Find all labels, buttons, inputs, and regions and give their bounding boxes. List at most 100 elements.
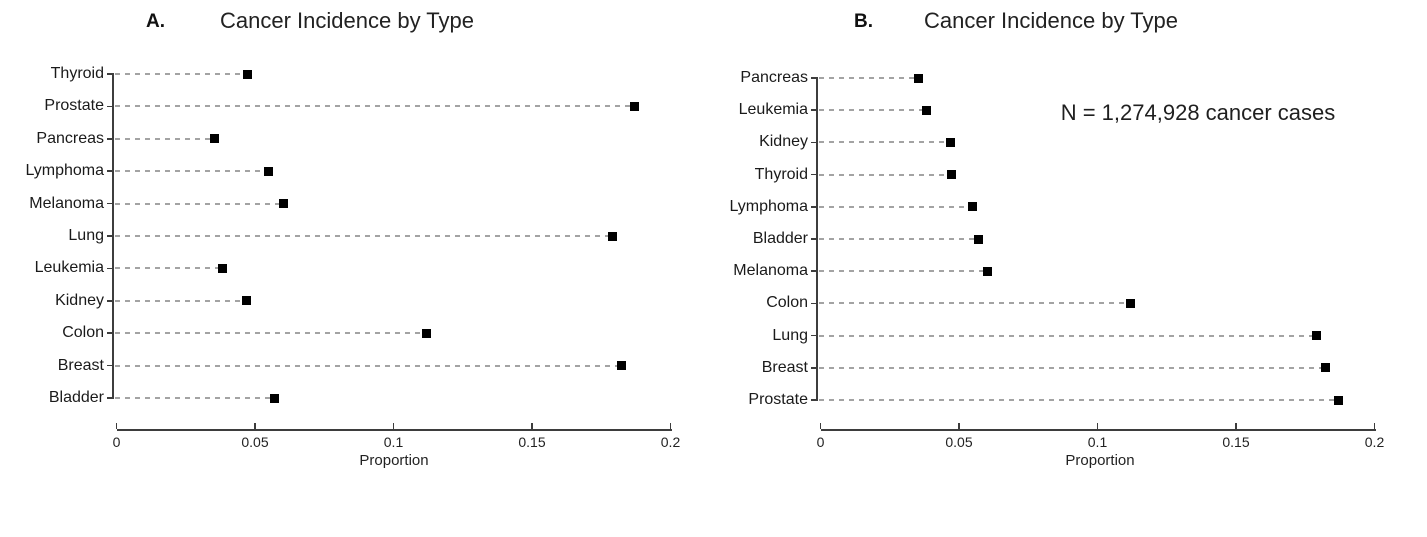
guide-dashed-line — [819, 366, 1324, 369]
x-axis-tick — [1235, 423, 1237, 429]
y-axis-tick — [811, 238, 817, 240]
category-label: Colon — [766, 294, 808, 312]
category-label: Prostate — [44, 97, 104, 115]
data-point-square — [278, 199, 288, 209]
y-axis-tick — [107, 267, 113, 270]
data-point-square — [946, 170, 956, 180]
x-axis-tick-label: 0.15 — [1222, 434, 1250, 450]
guide-dashed-line — [115, 105, 633, 108]
guide-dashed-line — [115, 332, 425, 335]
guide-dashed-line — [115, 235, 611, 237]
guide-dashed-line — [115, 299, 245, 302]
x-axis-tick — [531, 423, 533, 429]
category-label: Prostate — [748, 391, 808, 408]
category-label: Breast — [57, 356, 104, 374]
guide-dashed-line — [819, 270, 986, 273]
guide-dashed-line — [819, 109, 925, 112]
x-axis-tick-label: 0.05 — [945, 434, 973, 450]
category-label: Thyroid — [754, 165, 808, 183]
guide-dashed-line — [819, 302, 1129, 305]
y-axis-tick — [811, 109, 817, 111]
guide-dashed-line — [819, 173, 950, 176]
data-point-square — [242, 69, 252, 79]
guide-dashed-line — [115, 364, 620, 367]
y-axis-tick — [107, 364, 113, 367]
data-point-square — [1334, 395, 1344, 405]
panel-b-letter: B. — [854, 11, 873, 32]
category-label: Lung — [68, 227, 104, 244]
panel-a-x-axis-label: Proportion — [359, 452, 429, 469]
y-axis-tick — [107, 397, 113, 399]
x-axis-tick-label: 0.2 — [660, 434, 681, 450]
data-point-square — [607, 231, 617, 241]
guide-dashed-line — [819, 141, 949, 144]
data-point-square — [422, 328, 432, 338]
x-axis-tick-label: 0 — [112, 434, 121, 450]
x-axis-tick — [1096, 423, 1099, 429]
panel-b-title: Cancer Incidence by Type — [924, 8, 1178, 33]
y-axis-tick — [107, 202, 113, 205]
y-axis-tick — [107, 300, 113, 302]
category-label: Lymphoma — [25, 162, 104, 180]
x-axis-tick-label: 0 — [816, 434, 825, 450]
panel-a-letter: A. — [146, 11, 165, 32]
y-axis-tick — [107, 138, 113, 140]
x-axis-tick-label: 0.2 — [1364, 434, 1385, 450]
category-label: Lymphoma — [729, 197, 808, 215]
category-label: Thyroid — [50, 65, 104, 82]
x-axis-tick-label: 0.15 — [518, 434, 546, 450]
guide-dashed-line — [115, 202, 282, 205]
y-axis-tick — [107, 73, 113, 75]
category-label: Bladder — [752, 230, 808, 247]
panel-b: B. Cancer Incidence by Type Pancreas Leuk… — [704, 0, 1417, 537]
guide-dashed-line — [115, 267, 221, 270]
category-label: Pancreas — [36, 129, 104, 147]
data-point-square — [263, 166, 273, 176]
data-point-square — [210, 134, 220, 144]
data-point-square — [946, 137, 956, 147]
y-axis-tick — [811, 77, 817, 79]
guide-dashed-line — [819, 238, 977, 240]
y-axis-tick — [107, 235, 113, 237]
y-axis-tick — [107, 105, 113, 108]
y-axis-tick — [811, 399, 817, 401]
category-label: Breast — [761, 358, 808, 376]
y-axis-tick — [107, 332, 113, 334]
y-axis-line — [112, 73, 114, 399]
category-label: Pancreas — [740, 69, 808, 86]
panel-a: A. Cancer Incidence by Type Thyroid Prost… — [0, 0, 713, 537]
y-axis-tick — [811, 173, 817, 176]
data-point-square — [973, 234, 983, 244]
panel-a-title: Cancer Incidence by Type — [220, 8, 474, 33]
guide-dashed-line — [819, 334, 1315, 337]
data-point-square — [269, 393, 279, 403]
x-axis-line — [820, 429, 1376, 431]
y-axis-tick — [811, 141, 817, 144]
guide-dashed-line — [115, 170, 267, 173]
x-axis-tick — [669, 423, 672, 429]
data-point-square — [967, 202, 977, 212]
data-point-square — [630, 101, 640, 111]
data-point-square — [982, 266, 992, 276]
category-label: Kidney — [55, 291, 104, 309]
data-point-square — [1126, 298, 1136, 308]
y-axis-tick — [811, 270, 817, 272]
data-point-square — [1311, 331, 1321, 341]
data-point-square — [914, 73, 924, 83]
data-point-square — [616, 361, 626, 371]
guide-dashed-line — [819, 205, 971, 208]
category-label: Leukemia — [34, 259, 104, 277]
category-label: Bladder — [48, 389, 104, 406]
y-axis-tick — [811, 206, 817, 208]
y-axis-tick — [811, 367, 817, 369]
guide-dashed-line — [819, 399, 1337, 401]
guide-dashed-line — [115, 137, 213, 140]
x-axis-tick — [1373, 423, 1376, 429]
y-axis-tick — [811, 334, 817, 337]
category-label: Colon — [62, 324, 104, 342]
x-axis-tick-label: 0.05 — [241, 434, 269, 450]
x-axis-tick-label: 0.1 — [1087, 434, 1108, 450]
data-point-square — [217, 263, 227, 273]
y-axis-line — [816, 77, 818, 401]
